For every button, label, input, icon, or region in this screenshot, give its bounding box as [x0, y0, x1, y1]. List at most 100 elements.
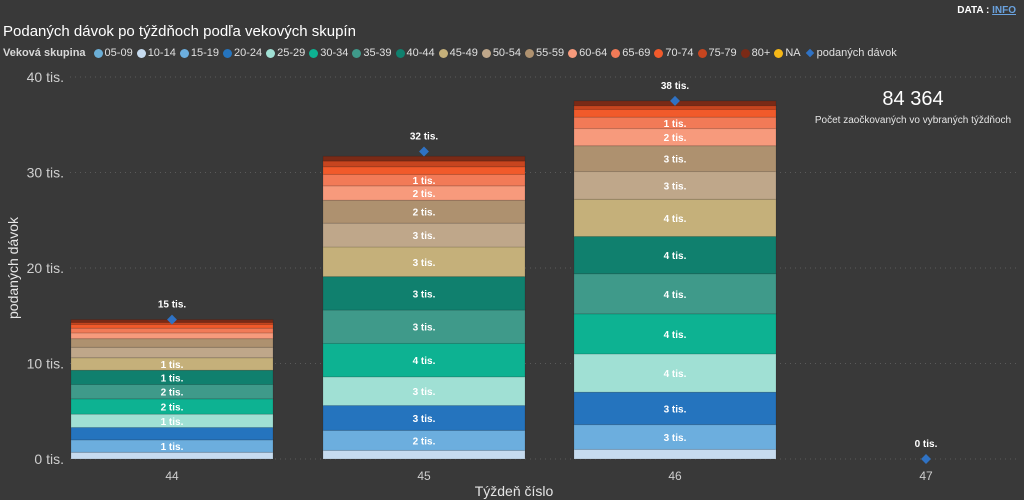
- legend-item-60-64[interactable]: 60-64: [568, 47, 607, 59]
- segment-label: 3 tis.: [413, 289, 436, 300]
- legend-item-label: 25-29: [277, 47, 306, 59]
- kpi-label: Počet zaočkovaných vo vybraných týždňoch: [814, 115, 1012, 126]
- y-tick-label: 40 tis.: [27, 69, 64, 85]
- segment-label: 2 tis.: [664, 133, 687, 144]
- legend-item-label: 75-79: [708, 47, 737, 59]
- y-tick-label: 20 tis.: [27, 260, 64, 276]
- legend-dot-icon: [266, 48, 276, 58]
- bar-segment-45-49: [573, 198, 777, 237]
- x-axis-label: Týždeň číslo: [475, 483, 554, 499]
- bar-segment-70-74: [322, 166, 526, 175]
- total-label: 32 tis.: [410, 131, 439, 142]
- segment-label: 3 tis.: [413, 414, 436, 425]
- legend-item-75-79[interactable]: 75-79: [697, 47, 737, 59]
- legend-items: 05-09 10-14 15-19 20-24 25-29 30-34 35-39 40-44…: [93, 47, 805, 59]
- bar-segment-20-24: [322, 405, 526, 431]
- bar-segment-20-24: [573, 391, 777, 426]
- legend-dot-icon: [395, 48, 405, 58]
- bar-segment-60-64: [70, 332, 274, 340]
- legend-item-line[interactable]: podaných dávok: [805, 47, 897, 59]
- bar-segment-70-74: [573, 108, 777, 118]
- legend-item-20-24[interactable]: 20-24: [222, 47, 263, 59]
- legend-dot-icon: [309, 48, 319, 58]
- segment-label: 2 tis.: [413, 436, 436, 447]
- segment-label: 3 tis.: [413, 258, 436, 269]
- bar-segment-20-24: [70, 426, 274, 441]
- y-tick-label: 10 tis.: [27, 356, 64, 372]
- legend-item-05-09[interactable]: 05-09: [93, 47, 133, 59]
- legend-item-label: 20-24: [233, 47, 263, 59]
- x-tick-label: 44: [165, 469, 179, 483]
- segment-label: 3 tis.: [413, 323, 436, 334]
- bar-segment-30-34: [573, 313, 777, 355]
- legend-item-label: 60-64: [579, 47, 608, 59]
- bar-segment-65-69: [70, 327, 274, 334]
- segment-label: 4 tis.: [664, 214, 687, 225]
- segment-label: 3 tis.: [413, 387, 436, 398]
- bar-segment-10-14: [573, 448, 777, 460]
- legend-dot-icon: [611, 48, 621, 58]
- segment-label: 2 tis.: [161, 388, 184, 399]
- segment-label: 3 tis.: [664, 433, 687, 444]
- bar-segment-25-29: [573, 353, 777, 393]
- legend-dot-icon: [179, 48, 189, 58]
- bar-segment-55-59: [70, 338, 274, 348]
- segment-label: 3 tis.: [664, 181, 687, 192]
- legend-item-label: 65-69: [622, 47, 651, 59]
- data-info: DATA : INFO: [957, 5, 1016, 16]
- legend-item-35-39[interactable]: 35-39: [352, 47, 392, 59]
- segment-label: 1 tis.: [161, 360, 184, 371]
- bar-segment-45-49: [322, 246, 526, 278]
- legend-item-label: 40-44: [406, 47, 435, 59]
- legend-dot-icon: [352, 48, 362, 58]
- legend-dot-icon: [93, 48, 103, 58]
- segment-label: 1 tis.: [161, 417, 184, 428]
- segment-label: 4 tis.: [664, 290, 687, 301]
- bar-segment-35-39: [322, 309, 526, 344]
- info-link[interactable]: INFO: [992, 5, 1016, 16]
- segment-label: 2 tis.: [413, 208, 436, 219]
- segment-label: 4 tis.: [664, 330, 687, 341]
- legend-title: Veková skupina: [3, 47, 86, 59]
- legend-item-25-29[interactable]: 25-29: [266, 47, 305, 59]
- legend-dot-icon: [568, 48, 578, 58]
- bar-segment-10-14: [70, 451, 274, 460]
- legend-item-NA[interactable]: NA: [774, 47, 801, 59]
- legend-item-55-59[interactable]: 55-59: [524, 47, 565, 59]
- legend-item-70-74[interactable]: 70-74: [654, 47, 694, 59]
- segment-label: 1 tis.: [664, 119, 687, 130]
- bar-segment-35-39: [573, 273, 777, 315]
- legend-item-label: NA: [785, 47, 801, 59]
- legend-item-15-19[interactable]: 15-19: [179, 47, 219, 59]
- legend-dot-icon: [654, 48, 664, 58]
- legend: Veková skupina 05-09 10-14 15-19 20-24 25-29…: [3, 47, 901, 59]
- segment-label: 4 tis.: [664, 369, 687, 380]
- legend-item-80plus[interactable]: 80+: [740, 47, 770, 59]
- legend-item-label: 15-19: [190, 47, 219, 59]
- bar-segment-55-59: [322, 199, 526, 224]
- legend-item-45-49[interactable]: 45-49: [438, 47, 478, 59]
- legend-item-30-34[interactable]: 30-34: [309, 47, 348, 59]
- legend-item-50-54[interactable]: 50-54: [481, 47, 521, 59]
- legend-item-label: 35-39: [363, 47, 392, 59]
- legend-item-10-14[interactable]: 10-14: [136, 47, 176, 59]
- legend-item-65-69[interactable]: 65-69: [611, 47, 650, 59]
- legend-dot-icon: [524, 48, 534, 58]
- bar-segment-40-44: [322, 276, 526, 311]
- y-tick-label: 30 tis.: [27, 165, 64, 181]
- bar-segment-80plus: [322, 155, 526, 162]
- legend-item-40-44[interactable]: 40-44: [395, 47, 435, 59]
- bar-segment-15-19: [322, 429, 526, 451]
- chart-title: Podaných dávok po týždňoch podľa vekovýc…: [3, 23, 356, 40]
- kpi-card: 84 364 Počet zaočkovaných vo vybraných t…: [800, 88, 1024, 126]
- legend-item-label: 10-14: [147, 47, 176, 59]
- legend-item-label: 55-59: [535, 47, 565, 59]
- total-label: 38 tis.: [661, 81, 690, 92]
- segment-label: 4 tis.: [664, 251, 687, 262]
- legend-dot-icon: [222, 48, 232, 58]
- legend-dot-icon: [740, 48, 750, 58]
- total-marker: [167, 314, 177, 325]
- y-tick-label: 0 tis.: [34, 451, 64, 467]
- total-label: 0 tis.: [915, 439, 938, 450]
